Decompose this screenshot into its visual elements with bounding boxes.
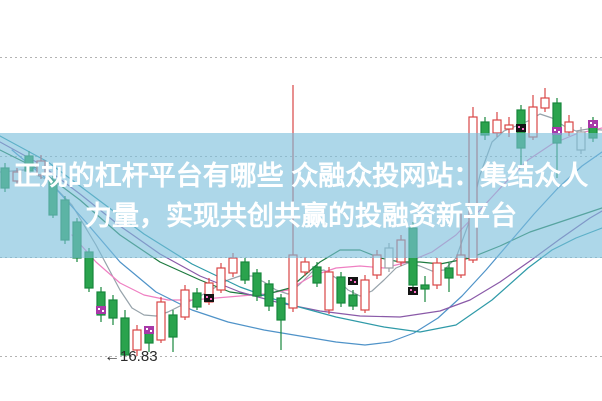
candle-body [288, 254, 298, 309]
candle-body [252, 272, 262, 297]
candle-body [492, 119, 502, 134]
ma-teal-line [0, 135, 602, 333]
candle-body [84, 251, 94, 289]
candle-body [192, 292, 202, 308]
signal-marker-dot [518, 126, 520, 128]
signal-marker-dot [410, 289, 412, 291]
signal-marker [552, 127, 562, 135]
signal-marker-dot [522, 128, 524, 130]
candle-body [156, 301, 166, 341]
signal-marker-dot [350, 279, 352, 281]
candle-body [312, 266, 322, 284]
candle-body [528, 106, 538, 138]
left-arrow-icon: ← [104, 348, 120, 365]
candle-body [456, 254, 466, 276]
candle-body [228, 257, 238, 274]
candle-body [96, 291, 106, 316]
candle-body [300, 261, 310, 273]
ma-purple-line [0, 141, 602, 318]
candle-body [276, 297, 286, 321]
signal-marker-dot [210, 298, 212, 300]
candle-body [372, 254, 382, 276]
candle-body [480, 121, 490, 136]
candle-body [48, 179, 58, 216]
candle-body [336, 276, 346, 304]
candle-body [360, 279, 370, 311]
ma-pink-line [71, 127, 602, 301]
candle-body [396, 239, 406, 263]
candle-body [12, 171, 22, 182]
signal-marker-dot [554, 129, 556, 131]
signal-marker [96, 306, 106, 314]
signal-marker-dot [414, 291, 416, 293]
signal-marker [204, 294, 214, 302]
candle-body [576, 131, 586, 151]
candle-body [552, 102, 562, 144]
candle-body [120, 317, 130, 356]
signal-marker [588, 120, 598, 128]
candle-body [216, 267, 226, 291]
signal-marker-dot [150, 330, 152, 332]
candle-body [564, 121, 574, 133]
price-annotation-value: 16.83 [120, 348, 158, 365]
candle-body [72, 221, 82, 259]
price-annotation: ← 16.83 [104, 349, 158, 365]
signal-marker-dot [102, 310, 104, 312]
signal-marker [408, 287, 418, 295]
candle-body [540, 97, 550, 109]
signal-marker-dot [594, 124, 596, 126]
candle-body [384, 247, 394, 269]
candle-body [432, 262, 442, 286]
candle-body [420, 284, 430, 290]
signal-marker-dot [354, 281, 356, 283]
candle-body [60, 199, 70, 241]
signal-marker-dot [206, 296, 208, 298]
candle-body [408, 227, 418, 286]
signal-marker [348, 277, 358, 285]
signal-marker-dot [590, 122, 592, 124]
candle-body [348, 294, 358, 307]
signal-marker-dot [146, 328, 148, 330]
candle-body [168, 314, 178, 338]
candle-body [264, 283, 274, 307]
candle-body [0, 167, 10, 189]
signal-marker-dot [558, 131, 560, 133]
signal-marker-dot [98, 308, 100, 310]
signal-marker [144, 326, 154, 334]
candle-body [468, 116, 478, 261]
candle-body [240, 261, 250, 281]
candle-body [180, 289, 190, 318]
candle-body [24, 155, 34, 172]
candle-body [36, 160, 46, 176]
signal-marker [516, 124, 526, 132]
candle-body [324, 271, 334, 311]
candle-body [108, 299, 118, 319]
candle-body [504, 124, 514, 130]
candle-body [132, 329, 142, 351]
candle-body [444, 267, 454, 279]
